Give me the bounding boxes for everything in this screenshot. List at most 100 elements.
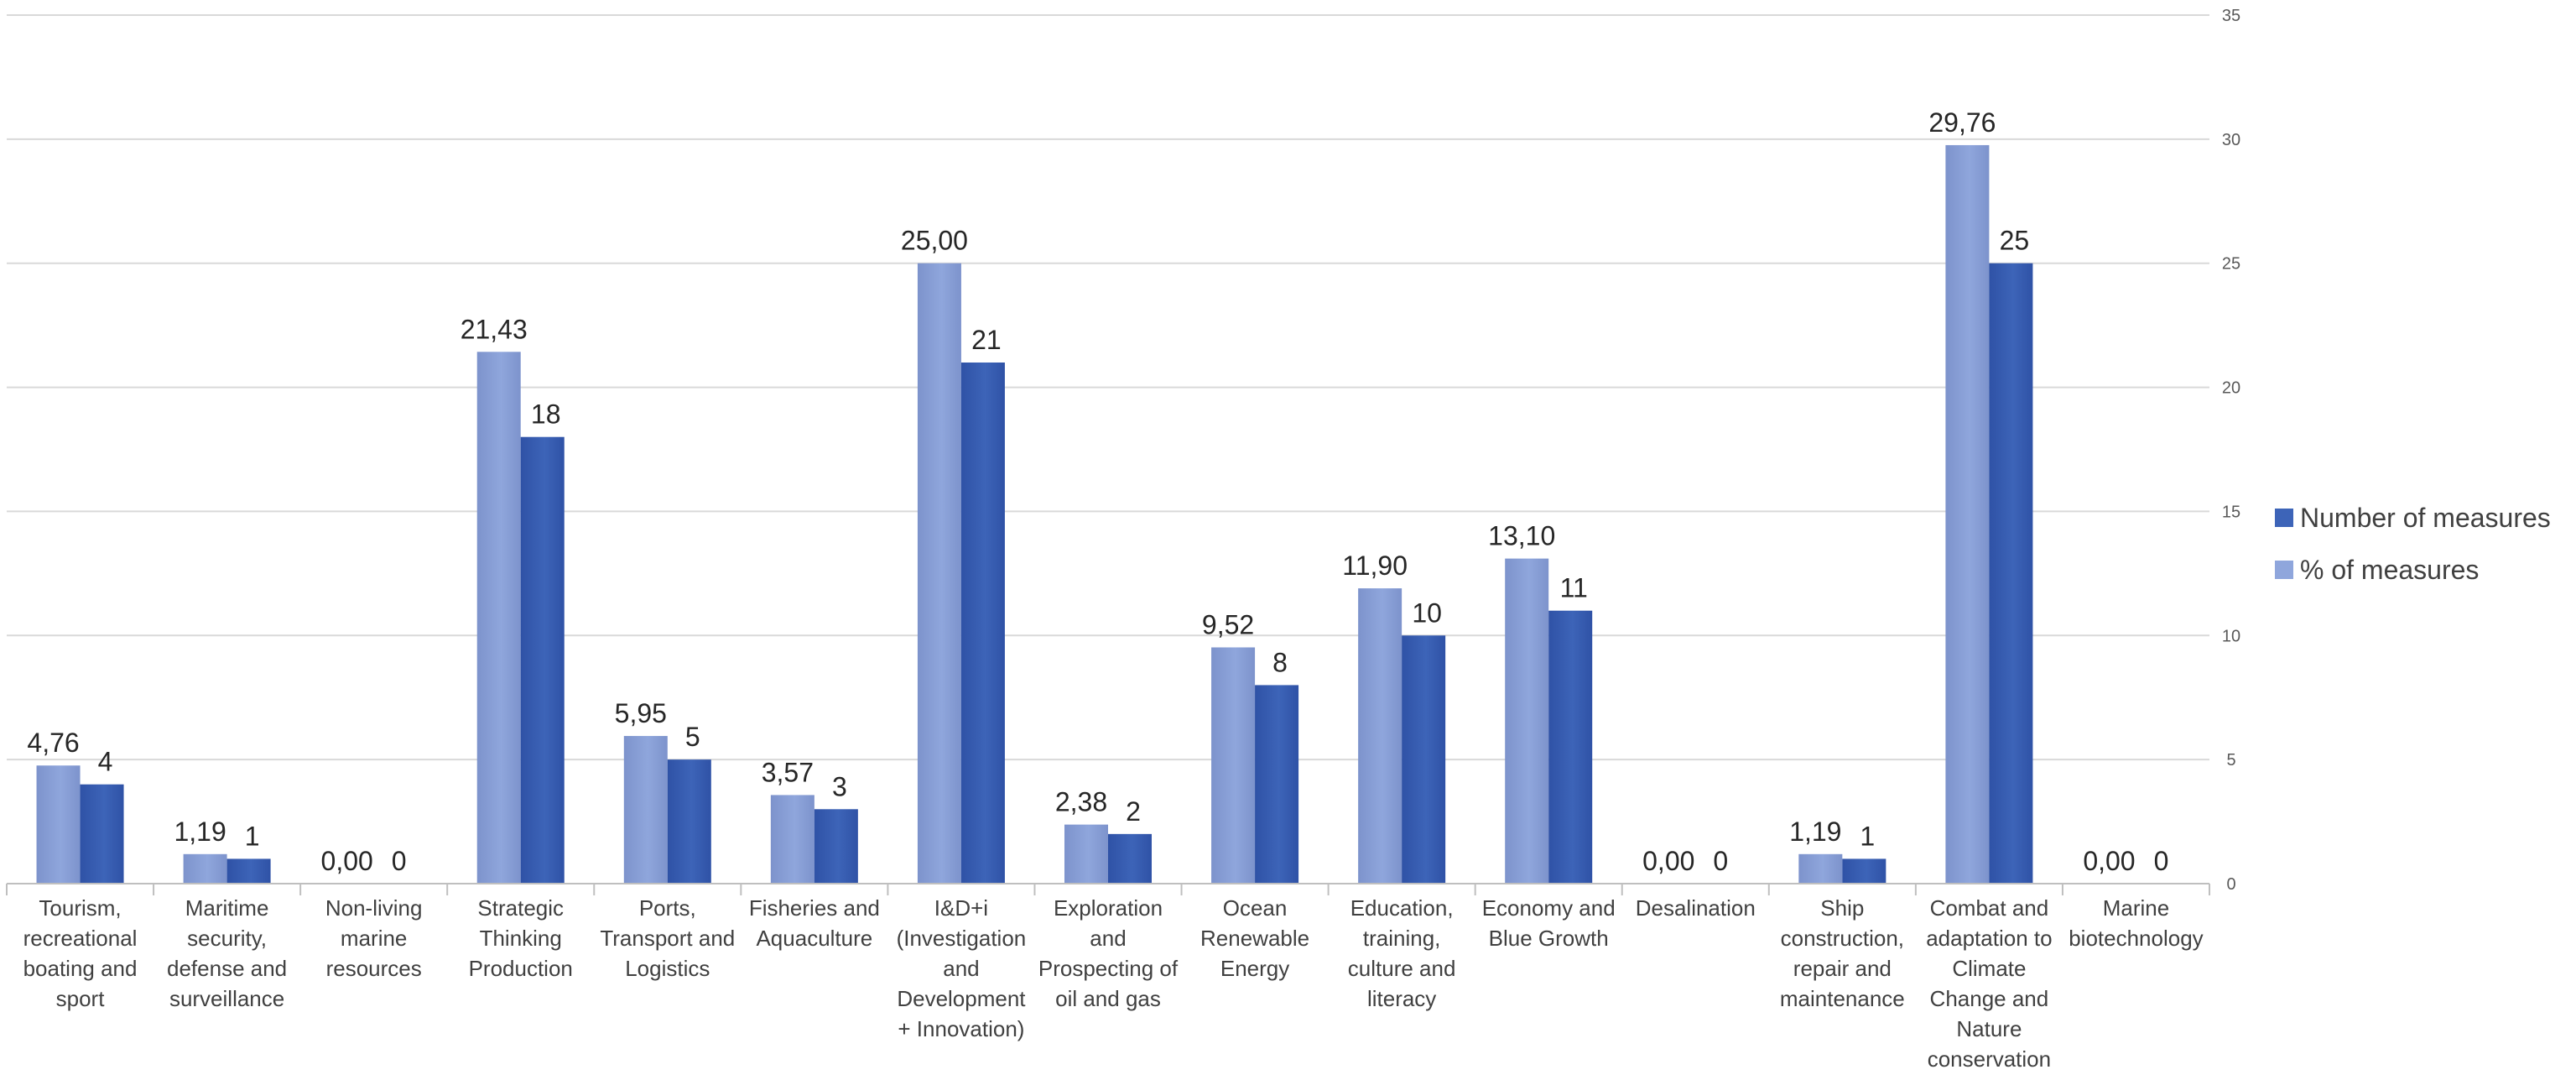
- y-tick-label: 10: [2222, 627, 2240, 645]
- bar-number-of-measures: [1989, 263, 2033, 884]
- x-category-label: Combat and adaptation to Climate Change and…: [1926, 895, 2052, 1072]
- y-tick-label: 35: [2222, 7, 2240, 25]
- x-category-label-line: Nature: [1956, 1016, 2022, 1041]
- bar-percent-of-measures: [1505, 558, 1549, 884]
- x-category-label-line: resources: [326, 956, 422, 981]
- bar-percent-of-measures: [623, 736, 668, 884]
- x-category-label-line: (Investigation: [897, 926, 1027, 951]
- x-category-label: Ports, Transport and Logistics: [600, 895, 735, 981]
- x-category-label-line: oil and gas: [1055, 986, 1161, 1011]
- x-category-label-line: Renewable: [1200, 926, 1309, 951]
- x-category-label-line: boating and: [23, 956, 138, 981]
- x-category-label-line: Aquaculture: [756, 926, 872, 951]
- data-label-percent: 0,00: [321, 846, 373, 876]
- data-label-percent: 25,00: [901, 226, 968, 256]
- x-category-label-line: Logistics: [625, 956, 710, 981]
- data-label-number: 11: [1560, 573, 1588, 603]
- x-category-label-line: Marine: [2103, 895, 2169, 921]
- x-category-label-line: Strategic: [477, 895, 564, 921]
- data-label-number: 10: [1412, 597, 1442, 628]
- x-category-label-line: conservation: [1928, 1046, 2051, 1072]
- bar-number-of-measures: [1255, 685, 1299, 884]
- x-category-label: Ship construction, repair and maintenance: [1780, 895, 1905, 1011]
- x-category-label-line: Combat and: [1930, 895, 2049, 921]
- x-category-label-line: Prospecting of: [1038, 956, 1179, 981]
- data-label-percent: 11,90: [1342, 550, 1408, 581]
- x-category-label-line: culture and: [1348, 956, 1456, 981]
- y-tick-label: 15: [2222, 503, 2240, 521]
- data-label-number: 8: [1272, 647, 1288, 677]
- x-category-label: Desalination: [1636, 895, 1756, 921]
- x-category-label: Ocean Renewable Energy: [1200, 895, 1309, 981]
- x-category-label-line: Desalination: [1636, 895, 1756, 921]
- x-category-label: Economy and Blue Growth: [1482, 895, 1616, 951]
- x-category-label: Education, training, culture and literacy: [1348, 895, 1456, 1011]
- bar-number-of-measures: [520, 436, 565, 884]
- x-category-label-line: surveillance: [169, 986, 284, 1011]
- x-category-label-line: security,: [187, 926, 267, 951]
- x-category-label-line: Transport and: [600, 926, 735, 951]
- data-label-number: 25: [2000, 226, 2030, 256]
- x-category-label-line: Non-living: [325, 895, 423, 921]
- bars: [36, 144, 2033, 884]
- bar-percent-of-measures: [1064, 824, 1108, 884]
- x-category-label: Non-living marine resources: [325, 895, 423, 981]
- x-category-label-line: Ship: [1820, 895, 1864, 921]
- x-category-label: Tourism, recreational boating and sport: [23, 895, 138, 1011]
- data-label-percent: 1,19: [1789, 817, 1841, 847]
- x-category-label-line: Education,: [1350, 895, 1454, 921]
- x-category-label-line: adaptation to: [1926, 926, 2052, 951]
- data-label-number: 0: [1713, 846, 1728, 876]
- data-label-percent: 13,10: [1488, 521, 1555, 551]
- x-category-label-line: Fisheries and: [749, 895, 880, 921]
- y-tick-label: 30: [2222, 131, 2240, 149]
- data-label-percent: 4,76: [27, 728, 79, 758]
- data-label-percent: 0,00: [1642, 846, 1694, 876]
- data-label-number: 0: [392, 846, 407, 876]
- x-category-label-line: maintenance: [1780, 986, 1905, 1011]
- bar-percent-of-measures: [1945, 144, 1990, 884]
- data-label-number: 4: [98, 747, 113, 777]
- x-category-label-line: Climate: [1952, 956, 2026, 981]
- x-category-label-line: and: [1090, 926, 1126, 951]
- bar-number-of-measures: [80, 784, 124, 884]
- data-label-percent: 9,52: [1202, 609, 1254, 639]
- data-label-percent: 3,57: [762, 757, 814, 787]
- gridlines: [7, 14, 2209, 761]
- x-category-label-line: recreational: [23, 926, 138, 951]
- bar-percent-of-measures: [183, 853, 227, 884]
- data-label-percent: 1,19: [174, 817, 226, 847]
- data-label-number: 21: [971, 325, 1002, 355]
- legend: Number of measures % of measures: [2275, 503, 2551, 585]
- data-label-number: 1: [1860, 821, 1875, 851]
- y-tick-label: 0: [2226, 875, 2235, 894]
- bar-number-of-measures: [1402, 635, 1446, 884]
- data-label-number: 2: [1126, 796, 1141, 827]
- x-category-label-line: Development: [897, 986, 1026, 1011]
- data-label-number: 3: [832, 771, 847, 801]
- data-label-number: 5: [685, 722, 700, 752]
- y-tick-label: 20: [2222, 379, 2240, 398]
- x-category-label-line: Change and: [1930, 986, 2049, 1011]
- x-category-label-line: Ocean: [1223, 895, 1288, 921]
- data-label-percent: 29,76: [1928, 107, 1996, 138]
- bar-number-of-measures: [1842, 858, 1886, 884]
- data-label-percent: 5,95: [615, 698, 667, 728]
- legend-label: % of measures: [2300, 555, 2479, 585]
- x-category-label-line: + Innovation): [898, 1016, 1024, 1041]
- x-category-label-line: Maritime: [185, 895, 269, 921]
- y-tick-label: 5: [2226, 751, 2235, 770]
- bar-number-of-measures: [814, 809, 858, 884]
- x-category-label-line: repair and: [1793, 956, 1892, 981]
- legend-swatch: [2275, 561, 2293, 579]
- legend-swatch: [2275, 509, 2293, 527]
- x-category-label-line: Ports,: [639, 895, 696, 921]
- x-category-label-line: defense and: [167, 956, 287, 981]
- bar-percent-of-measures: [917, 263, 961, 884]
- data-label-percent: 0,00: [2083, 846, 2135, 876]
- bar-percent-of-measures: [1798, 853, 1843, 884]
- y-tick-label: 25: [2222, 255, 2240, 274]
